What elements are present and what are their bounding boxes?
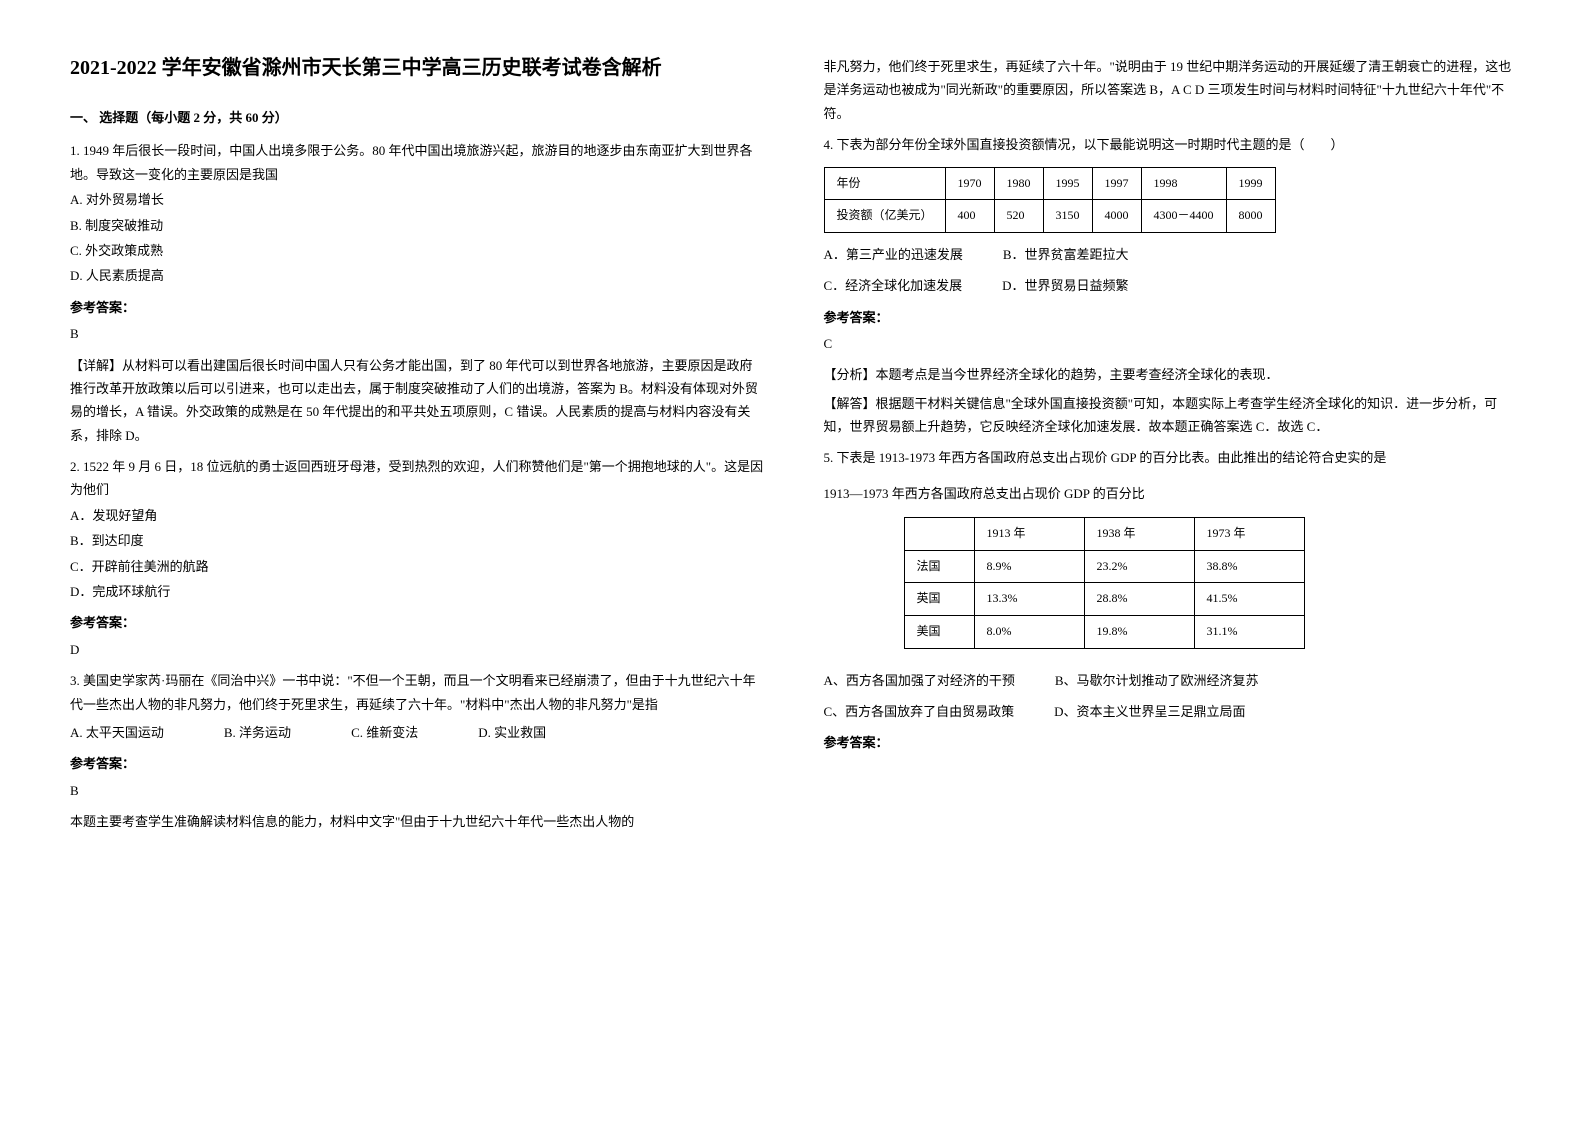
q3-option-b: B. 洋务运动 bbox=[224, 721, 291, 744]
q5-table-row-2: 美国 8.0% 19.8% 31.1% bbox=[904, 616, 1304, 649]
q4-table: 年份 1970 1980 1995 1997 1998 1999 投资额（亿美元… bbox=[824, 167, 1276, 233]
q2-option-d: D．完成环球航行 bbox=[70, 580, 764, 603]
q5-table-header-row: 1913 年 1938 年 1973 年 bbox=[904, 518, 1304, 551]
q5-r1c0: 英国 bbox=[904, 583, 974, 616]
q4-text: 4. 下表为部分年份全球外国直接投资额情况，以下最能说明这一时期时代主题的是（ … bbox=[824, 133, 1518, 156]
q3-answer: B bbox=[70, 779, 764, 802]
q4-val-2: 3150 bbox=[1043, 200, 1092, 233]
q2-option-a: A．发现好望角 bbox=[70, 504, 764, 527]
q4-options-row2: C．经济全球化加速发展 D．世界贸易日益频繁 bbox=[824, 274, 1518, 297]
q5-th-1: 1913 年 bbox=[974, 518, 1084, 551]
q4-option-d: D．世界贸易日益频繁 bbox=[1002, 274, 1128, 297]
q5-option-c: C、西方各国放弃了自由贸易政策 bbox=[824, 700, 1015, 723]
q2-option-b: B．到达印度 bbox=[70, 529, 764, 552]
q4-th-3: 1995 bbox=[1043, 167, 1092, 200]
left-column: 2021-2022 学年安徽省滁州市天长第三中学高三历史联考试卷含解析 一、 选… bbox=[40, 50, 794, 1072]
q3-explanation-part2: 非凡努力，他们终于死里求生，再延续了六十年。"说明由于 19 世纪中期洋务运动的… bbox=[824, 55, 1518, 125]
q4-th-6: 1999 bbox=[1226, 167, 1275, 200]
q5-option-d: D、资本主义世界呈三足鼎立局面 bbox=[1054, 700, 1245, 723]
q4-th-5: 1998 bbox=[1141, 167, 1226, 200]
q1-explanation: 【详解】从材料可以看出建国后很长时间中国人只有公务才能出国，到了 80 年代可以… bbox=[70, 354, 764, 448]
q1-option-b: B. 制度突破推动 bbox=[70, 214, 764, 237]
q1-option-d: D. 人民素质提高 bbox=[70, 264, 764, 287]
q5-options-row1: A、西方各国加强了对经济的干预 B、马歇尔计划推动了欧洲经济复苏 bbox=[824, 669, 1518, 692]
q4-table-data-row: 投资额（亿美元） 400 520 3150 4000 4300－4400 800… bbox=[824, 200, 1275, 233]
q5-r2c3: 31.1% bbox=[1194, 616, 1304, 649]
q4-option-b: B．世界贫富差距拉大 bbox=[1003, 243, 1129, 266]
q4-th-1: 1970 bbox=[945, 167, 994, 200]
q3-text: 3. 美国史学家芮·玛丽在《同治中兴》一书中说："不但一个王朝，而且一个文明看来… bbox=[70, 669, 764, 716]
q5-table-row-1: 英国 13.3% 28.8% 41.5% bbox=[904, 583, 1304, 616]
q5-r2c1: 8.0% bbox=[974, 616, 1084, 649]
q4-options-row1: A．第三产业的迅速发展 B．世界贫富差距拉大 bbox=[824, 243, 1518, 266]
q5-r1c1: 13.3% bbox=[974, 583, 1084, 616]
exam-title: 2021-2022 学年安徽省滁州市天长第三中学高三历史联考试卷含解析 bbox=[70, 50, 764, 86]
q5-th-0 bbox=[904, 518, 974, 551]
q1-option-a: A. 对外贸易增长 bbox=[70, 188, 764, 211]
q4-explanation2: 【解答】根据题干材料关键信息"全球外国直接投资额"可知，本题实际上考查学生经济全… bbox=[824, 392, 1518, 439]
q2-option-c: C．开辟前往美洲的航路 bbox=[70, 555, 764, 578]
q5-text: 5. 下表是 1913-1973 年西方各国政府总支出占现价 GDP 的百分比表… bbox=[824, 446, 1518, 469]
q4-val-3: 4000 bbox=[1092, 200, 1141, 233]
q5-table: 1913 年 1938 年 1973 年 法国 8.9% 23.2% 38.8%… bbox=[904, 517, 1305, 648]
question-5: 5. 下表是 1913-1973 年西方各国政府总支出占现价 GDP 的百分比表… bbox=[824, 446, 1518, 754]
q3-options: A. 太平天国运动 B. 洋务运动 C. 维新变法 D. 实业救国 bbox=[70, 721, 764, 744]
section-header: 一、 选择题（每小题 2 分，共 60 分） bbox=[70, 106, 764, 129]
q4-option-c: C．经济全球化加速发展 bbox=[824, 274, 963, 297]
q3-explanation-part1: 本题主要考查学生准确解读材料信息的能力，材料中文字"但由于十九世纪六十年代一些杰… bbox=[70, 810, 764, 833]
q5-options-row2: C、西方各国放弃了自由贸易政策 D、资本主义世界呈三足鼎立局面 bbox=[824, 700, 1518, 723]
q4-table-header-row: 年份 1970 1980 1995 1997 1998 1999 bbox=[824, 167, 1275, 200]
q5-th-3: 1973 年 bbox=[1194, 518, 1304, 551]
q4-val-5: 8000 bbox=[1226, 200, 1275, 233]
question-4: 4. 下表为部分年份全球外国直接投资额情况，以下最能说明这一时期时代主题的是（ … bbox=[824, 133, 1518, 438]
q1-text: 1. 1949 年后很长一段时间，中国人出境多限于公务。80 年代中国出境旅游兴… bbox=[70, 139, 764, 186]
q5-option-a: A、西方各国加强了对经济的干预 bbox=[824, 669, 1015, 692]
q3-option-a: A. 太平天国运动 bbox=[70, 721, 164, 744]
q5-r0c1: 8.9% bbox=[974, 550, 1084, 583]
q5-r0c2: 23.2% bbox=[1084, 550, 1194, 583]
q4-th-0: 年份 bbox=[824, 167, 945, 200]
question-3: 3. 美国史学家芮·玛丽在《同治中兴》一书中说："不但一个王朝，而且一个文明看来… bbox=[70, 669, 764, 833]
q4-val-4: 4300－4400 bbox=[1141, 200, 1226, 233]
q5-table-title: 1913—1973 年西方各国政府总支出占现价 GDP 的百分比 bbox=[824, 482, 1518, 505]
q3-option-c: C. 维新变法 bbox=[351, 721, 418, 744]
q3-option-d: D. 实业救国 bbox=[478, 721, 546, 744]
q4-answer: C bbox=[824, 332, 1518, 355]
q5-r0c3: 38.8% bbox=[1194, 550, 1304, 583]
q4-val-0: 400 bbox=[945, 200, 994, 233]
q4-val-1: 520 bbox=[994, 200, 1043, 233]
q5-r0c0: 法国 bbox=[904, 550, 974, 583]
q5-th-2: 1938 年 bbox=[1084, 518, 1194, 551]
question-1: 1. 1949 年后很长一段时间，中国人出境多限于公务。80 年代中国出境旅游兴… bbox=[70, 139, 764, 447]
q3-answer-label: 参考答案： bbox=[70, 752, 764, 775]
q5-r1c3: 41.5% bbox=[1194, 583, 1304, 616]
q4-th-2: 1980 bbox=[994, 167, 1043, 200]
q4-explanation1: 【分析】本题考点是当今世界经济全球化的趋势，主要考查经济全球化的表现． bbox=[824, 363, 1518, 386]
q4-option-a: A．第三产业的迅速发展 bbox=[824, 243, 963, 266]
q4-row-label: 投资额（亿美元） bbox=[824, 200, 945, 233]
q5-r2c2: 19.8% bbox=[1084, 616, 1194, 649]
q1-answer-label: 参考答案： bbox=[70, 296, 764, 319]
question-2: 2. 1522 年 9 月 6 日，18 位远航的勇士返回西班牙母港，受到热烈的… bbox=[70, 455, 764, 661]
q4-th-4: 1997 bbox=[1092, 167, 1141, 200]
right-column: 非凡努力，他们终于死里求生，再延续了六十年。"说明由于 19 世纪中期洋务运动的… bbox=[794, 50, 1548, 1072]
q5-table-row-0: 法国 8.9% 23.2% 38.8% bbox=[904, 550, 1304, 583]
q5-r1c2: 28.8% bbox=[1084, 583, 1194, 616]
q5-option-b: B、马歇尔计划推动了欧洲经济复苏 bbox=[1055, 669, 1259, 692]
q1-answer: B bbox=[70, 322, 764, 345]
q2-answer: D bbox=[70, 638, 764, 661]
q1-option-c: C. 外交政策成熟 bbox=[70, 239, 764, 262]
q4-answer-label: 参考答案： bbox=[824, 306, 1518, 329]
q5-answer-label: 参考答案： bbox=[824, 731, 1518, 754]
q2-answer-label: 参考答案： bbox=[70, 611, 764, 634]
q5-r2c0: 美国 bbox=[904, 616, 974, 649]
q2-text: 2. 1522 年 9 月 6 日，18 位远航的勇士返回西班牙母港，受到热烈的… bbox=[70, 455, 764, 502]
